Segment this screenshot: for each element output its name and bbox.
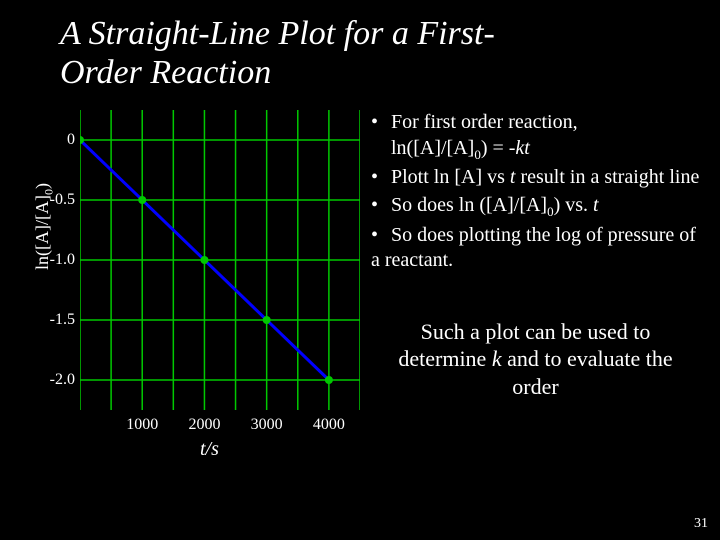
title-line-2: Order Reaction [60, 54, 271, 91]
summary-note: Such a plot can be used to determine k a… [371, 318, 700, 401]
ytick-label: -1.5 [50, 311, 75, 329]
slide-number: 31 [694, 516, 708, 532]
title-line-1: A Straight-Line Plot for a First- [60, 15, 495, 52]
xtick-label: 3000 [251, 416, 283, 434]
bullet-list: •For first order reaction, ln([A]/[A]0) … [371, 110, 700, 274]
bullet-1: •For first order reaction, ln([A]/[A]0) … [371, 110, 700, 163]
xtick-label: 2000 [188, 416, 220, 434]
ylabel-part-b: ) [32, 183, 52, 189]
x-axis-label: t/s [200, 438, 219, 461]
bullet-3: •So does ln ([A]/[A]0) vs. t [371, 193, 700, 221]
chart-svg [80, 110, 360, 410]
ytick-label: -1.0 [50, 251, 75, 269]
chart-area: ln([A]/[A]0) 0-0.5-1.0-1.5-2.0 100020003… [40, 110, 363, 440]
slide-title: A Straight-Line Plot for a First- Order … [0, 0, 720, 92]
ytick-label: -0.5 [50, 191, 75, 209]
xtick-label: 4000 [313, 416, 345, 434]
content-row: ln([A]/[A]0) 0-0.5-1.0-1.5-2.0 100020003… [0, 92, 720, 440]
xtick-label: 1000 [126, 416, 158, 434]
bullet-4: •So does plotting the log of pressure of… [371, 223, 700, 274]
ytick-label: -2.0 [50, 371, 75, 389]
text-column: •For first order reaction, ln([A]/[A]0) … [363, 110, 708, 440]
bullet-2: •Plott ln [A] vs t result in a straight … [371, 165, 700, 191]
chart-column: ln([A]/[A]0) 0-0.5-1.0-1.5-2.0 100020003… [8, 110, 363, 440]
ytick-label: 0 [67, 131, 75, 149]
